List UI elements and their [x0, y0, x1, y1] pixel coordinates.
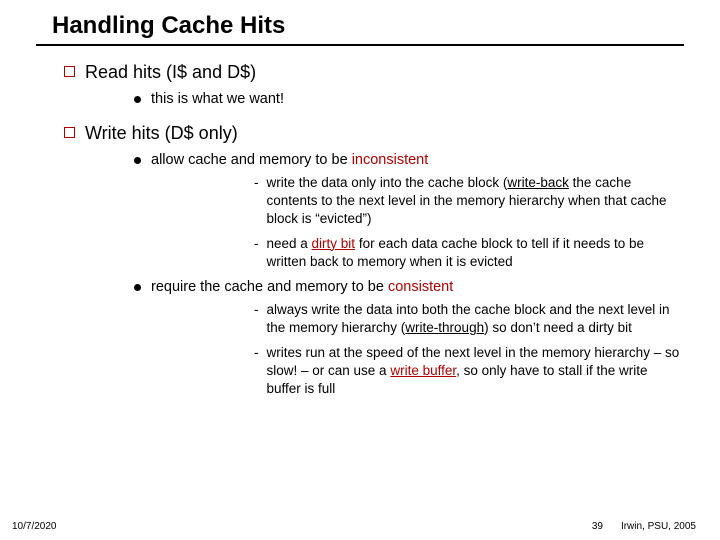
sub-item: - writes run at the speed of the next le… [254, 344, 684, 399]
text-highlight: consistent [388, 279, 453, 295]
bullet-text: allow cache and memory to be inconsisten… [151, 152, 428, 168]
footer-date: 10/7/2020 [12, 521, 57, 532]
footer-page: 39 [592, 521, 603, 532]
sub-post: ) so don’t need a dirty bit [484, 320, 632, 335]
title-rule [36, 44, 684, 46]
section-write-hits: Write hits (D$ only) allow cache and mem… [64, 123, 684, 398]
square-bullet-icon [64, 127, 75, 138]
sub-text: write the data only into the cache block… [267, 174, 685, 229]
sub-pre: need a [267, 236, 312, 251]
sub-item: - write the data only into the cache blo… [254, 174, 684, 229]
dot-bullet-icon [134, 157, 141, 164]
dash-bullet-icon: - [254, 174, 259, 192]
square-bullet-icon [64, 66, 75, 77]
footer-credit: Irwin, PSU, 2005 [621, 521, 696, 532]
bullet-item: this is what we want! [134, 91, 684, 107]
bullet-text: require the cache and memory to be consi… [151, 279, 453, 295]
sub-text: need a dirty bit for each data cache blo… [267, 235, 685, 271]
sub-pre: write the data only into the cache block… [267, 175, 508, 190]
bullet-item: require the cache and memory to be consi… [134, 279, 684, 398]
text-pre: allow cache and memory to be [151, 152, 352, 168]
bullet-text: this is what we want! [151, 91, 284, 107]
sub-hl: write-back [507, 175, 569, 190]
slide: Handling Cache Hits Read hits (I$ and D$… [0, 0, 720, 398]
text-highlight: inconsistent [352, 152, 429, 168]
sub-item: - always write the data into both the ca… [254, 301, 684, 337]
sub-item: - need a dirty bit for each data cache b… [254, 235, 684, 271]
text-pre: require the cache and memory to be [151, 279, 388, 295]
bullet-item: allow cache and memory to be inconsisten… [134, 152, 684, 271]
dash-bullet-icon: - [254, 301, 259, 319]
section-heading: Write hits (D$ only) [85, 123, 238, 144]
sub-hl: write buffer [390, 363, 456, 378]
slide-title: Handling Cache Hits [52, 12, 684, 40]
footer: 10/7/2020 39 Irwin, PSU, 2005 [0, 521, 720, 532]
sub-hl: write-through [405, 320, 484, 335]
section-read-hits: Read hits (I$ and D$) this is what we wa… [64, 62, 684, 107]
sub-hl: dirty bit [312, 236, 356, 251]
sub-text: writes run at the speed of the next leve… [267, 344, 685, 399]
section-heading: Read hits (I$ and D$) [85, 62, 256, 83]
dot-bullet-icon [134, 96, 141, 103]
dot-bullet-icon [134, 284, 141, 291]
sub-text: always write the data into both the cach… [267, 301, 685, 337]
dash-bullet-icon: - [254, 344, 259, 362]
dash-bullet-icon: - [254, 235, 259, 253]
